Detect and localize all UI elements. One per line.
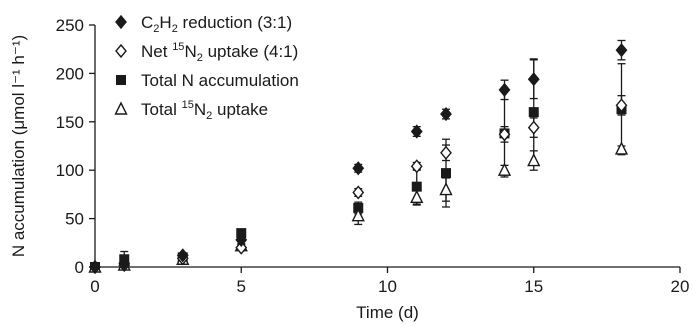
data-point-c2h2 xyxy=(498,82,511,97)
legend-label-total15n2: Total 15N2 uptake xyxy=(141,99,268,122)
legend-text-part: N xyxy=(194,100,206,119)
data-point-net15n2 xyxy=(440,145,452,160)
data-point-total15n2 xyxy=(614,141,629,155)
data-markers xyxy=(88,43,629,275)
legend-marker-totaln xyxy=(116,75,126,85)
data-point-net15n2 xyxy=(410,159,423,174)
data-point-c2h2 xyxy=(235,232,248,247)
y-tick-label: 250 xyxy=(56,16,84,35)
y-tick-label: 0 xyxy=(75,258,84,277)
legend-marker-c2h2 xyxy=(115,14,127,30)
legend-label-totaln: Total N accumulation xyxy=(141,71,299,90)
legend-marker-net15n2 xyxy=(115,43,127,59)
data-point-totaln xyxy=(411,181,422,192)
data-point-total15n2 xyxy=(439,181,453,196)
data-point-c2h2 xyxy=(118,256,131,271)
legend-label-c2h2: C2H2 reduction (3:1) xyxy=(141,13,292,35)
legend-text-part: H xyxy=(159,13,171,32)
y-tick-label: 200 xyxy=(56,64,84,83)
data-point-totaln xyxy=(441,168,451,179)
data-point-c2h2 xyxy=(352,161,365,176)
legend-text-part: 15 xyxy=(172,41,184,53)
legend-text-part: 2 xyxy=(172,23,178,35)
legend-label-net15n2: Net 15N2 uptake (4:1) xyxy=(141,41,298,64)
legend-text-part: Total N accumulation xyxy=(141,71,299,90)
y-axis-label: N accumulation (μmol l⁻¹ h⁻¹) xyxy=(9,35,28,257)
y-tick-label: 50 xyxy=(65,210,84,229)
x-tick-label: 15 xyxy=(524,277,543,296)
data-point-c2h2 xyxy=(615,43,628,58)
x-tick-label: 10 xyxy=(378,277,397,296)
data-point-net15n2 xyxy=(498,127,511,142)
data-point-c2h2 xyxy=(176,248,189,263)
data-point-total15n2 xyxy=(527,152,541,167)
legend: C2H2 reduction (3:1)Net 15N2 uptake (4:1… xyxy=(114,13,299,122)
legend-text-part: 2 xyxy=(197,52,203,64)
data-point-net15n2 xyxy=(615,98,628,113)
y-tick-label: 150 xyxy=(56,113,84,132)
y-tick-label: 100 xyxy=(56,161,84,180)
legend-text-part: 15 xyxy=(182,99,194,111)
legend-text-part: uptake (4:1) xyxy=(203,42,298,61)
data-point-c2h2 xyxy=(527,72,540,87)
data-point-c2h2 xyxy=(410,124,423,139)
data-point-net15n2 xyxy=(352,185,365,200)
legend-text-part: Net xyxy=(141,42,172,61)
data-point-net15n2 xyxy=(235,240,248,255)
x-tick-label: 0 xyxy=(90,277,99,296)
legend-text-part: C xyxy=(141,13,153,32)
legend-text-part: 2 xyxy=(206,110,212,122)
x-tick-label: 20 xyxy=(671,277,690,296)
x-tick-label: 5 xyxy=(237,277,246,296)
legend-text-part: reduction (3:1) xyxy=(178,13,292,32)
data-point-total15n2 xyxy=(497,162,512,176)
data-point-c2h2 xyxy=(440,106,452,122)
data-point-c2h2 xyxy=(89,259,101,275)
legend-marker-total15n2 xyxy=(114,101,128,115)
axes: 0 50 100 150 200 250 0 5 10 15 20 xyxy=(56,16,690,296)
data-point-net15n2 xyxy=(527,120,540,135)
data-point-totaln xyxy=(528,107,539,118)
data-point-total15n2 xyxy=(351,208,365,222)
x-axis-label: Time (d) xyxy=(356,303,419,322)
data-point-total15n2 xyxy=(410,189,424,204)
legend-text-part: Total xyxy=(141,100,182,119)
legend-text-part: N xyxy=(184,42,196,61)
legend-text-part: 2 xyxy=(153,23,159,35)
legend-text-part: uptake xyxy=(212,100,268,119)
data-point-totaln xyxy=(353,202,364,213)
